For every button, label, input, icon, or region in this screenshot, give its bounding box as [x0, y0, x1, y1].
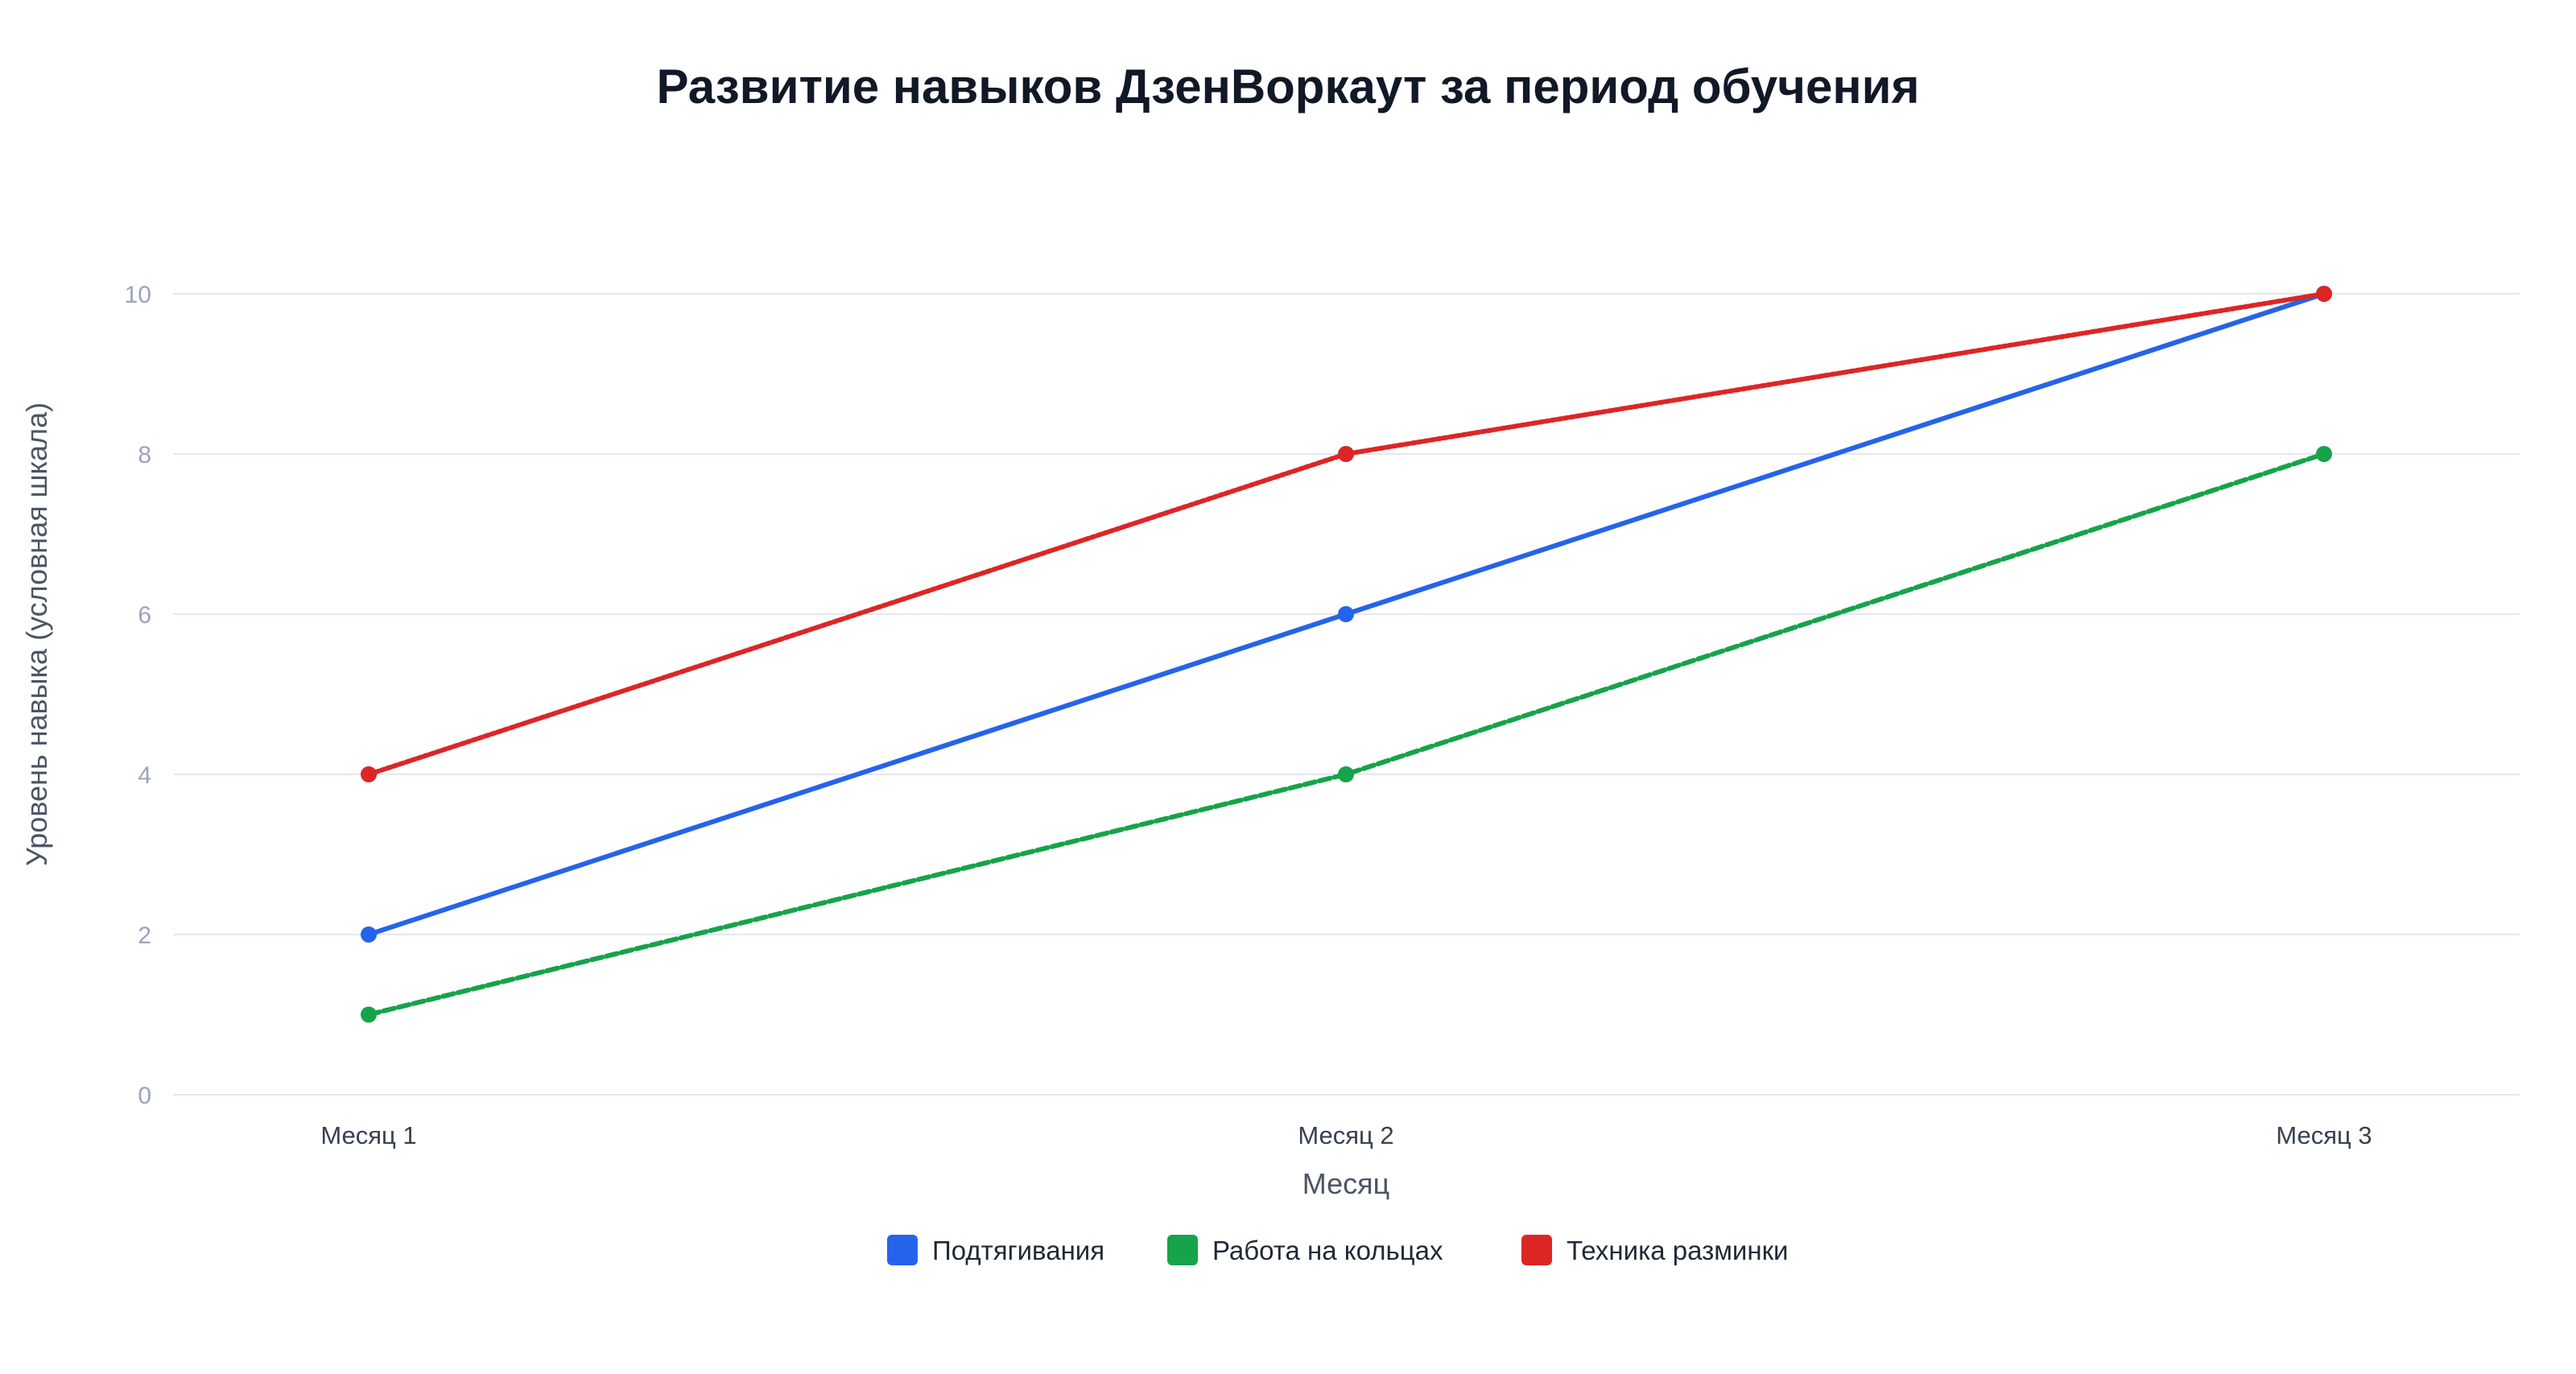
data-point[interactable] — [1338, 766, 1354, 782]
x-axis-ticks: Месяц 1 Месяц 2 Месяц 3 — [320, 1121, 2372, 1149]
y-axis-ticks: 0 2 4 6 8 10 — [125, 282, 151, 1109]
legend-item[interactable]: Техника разминки — [1521, 1235, 1788, 1265]
series-3 — [361, 286, 2332, 782]
legend-label: Техника разминки — [1567, 1236, 1788, 1265]
data-point[interactable] — [361, 1006, 377, 1023]
data-point[interactable] — [361, 766, 377, 782]
series-2 — [361, 446, 2332, 1023]
data-point[interactable] — [2316, 446, 2332, 462]
series-line — [366, 452, 2326, 1017]
y-tick-label: 10 — [125, 282, 151, 308]
x-tick-label: Месяц 1 — [320, 1121, 416, 1149]
legend-label: Работа на кольцах — [1212, 1236, 1443, 1265]
data-point[interactable] — [2316, 286, 2332, 302]
legend-label: Подтягивания — [932, 1236, 1104, 1265]
y-tick-label: 4 — [138, 762, 151, 789]
y-tick-label: 2 — [138, 922, 151, 949]
data-point[interactable] — [1338, 446, 1354, 462]
x-tick-label: Месяц 2 — [1298, 1121, 1393, 1149]
chart-title: Развитие навыков ДзенВоркаут за период о… — [657, 60, 1920, 113]
legend-item[interactable]: Подтягивания — [887, 1235, 1104, 1265]
legend-swatch — [1167, 1235, 1198, 1265]
data-point[interactable] — [1338, 606, 1354, 622]
x-tick-label: Месяц 3 — [2276, 1121, 2372, 1149]
x-axis-label: Месяц — [1302, 1167, 1390, 1200]
legend-swatch — [1521, 1235, 1552, 1265]
y-tick-label: 8 — [138, 442, 151, 468]
series-line — [366, 291, 2326, 777]
y-axis-label: Уровень навыка (условная шкала) — [20, 402, 53, 866]
series-layer — [361, 286, 2332, 1023]
legend-swatch — [887, 1235, 918, 1265]
data-point[interactable] — [361, 926, 377, 943]
legend: Подтягивания Работа на кольцах Техника раз… — [887, 1235, 1788, 1265]
y-tick-label: 0 — [138, 1083, 151, 1109]
legend-item[interactable]: Работа на кольцах — [1167, 1235, 1443, 1265]
y-tick-label: 6 — [138, 602, 151, 629]
